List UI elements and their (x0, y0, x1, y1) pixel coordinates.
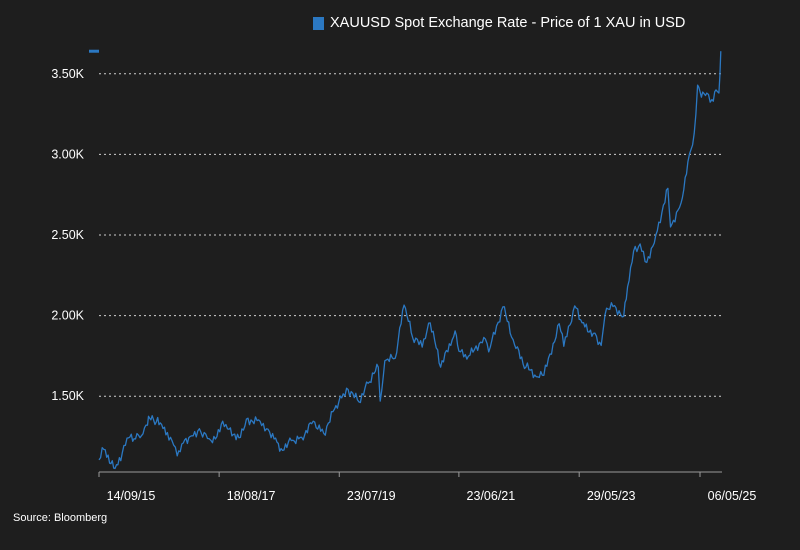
y-tick-label: 3.00K (51, 147, 84, 161)
x-tick-label: 29/05/23 (587, 489, 636, 503)
x-tick-label: 06/05/25 (708, 489, 757, 503)
legend-label: XAUUSD Spot Exchange Rate - Price of 1 X… (330, 15, 686, 31)
y-tick-label: 2.00K (51, 309, 84, 323)
series (98, 51, 722, 470)
y-tick-label: 2.50K (51, 228, 84, 242)
x-tick-labels: 14/09/15 18/08/17 23/07/19 23/06/21 29/05/23… (107, 489, 757, 503)
x-tick-label: 23/06/21 (467, 489, 516, 503)
y-tick-label: 3.50K (51, 67, 84, 81)
price-line (98, 51, 722, 470)
x-tick-label: 23/07/19 (347, 489, 396, 503)
source-note: Source: Bloomberg (13, 512, 108, 524)
y-axis: 1.50K 2.00K 2.50K 3.00K 3.50K (51, 67, 84, 403)
grid (99, 73, 722, 397)
y-tick-label: 1.50K (51, 389, 84, 403)
last-value-marker (89, 49, 99, 53)
x-axis (98, 471, 722, 477)
last-value-marker-layer (89, 49, 99, 53)
legend-swatch (313, 16, 324, 30)
x-tick-label: 18/08/17 (227, 489, 276, 503)
x-tick-label: 14/09/15 (107, 489, 156, 503)
legend: XAUUSD Spot Exchange Rate - Price of 1 X… (313, 15, 685, 31)
